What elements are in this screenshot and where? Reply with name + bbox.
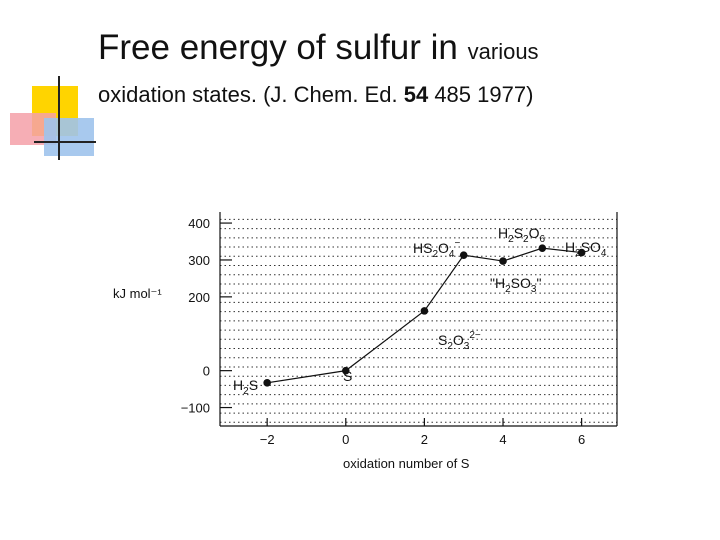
- decorative-horizontal-line: [34, 141, 96, 143]
- chart-frame: [219, 212, 618, 427]
- label-hs2o4: HS2O4−: [413, 238, 460, 260]
- y-tick-label: 300: [188, 253, 210, 268]
- x-tick-label: 4: [499, 432, 506, 447]
- title-small: various: [467, 39, 539, 64]
- label-s: S: [343, 368, 352, 384]
- data-point: [577, 248, 586, 257]
- data-point: [499, 257, 507, 265]
- data-point: [420, 307, 429, 315]
- title-citation-post: 485 1977): [434, 82, 534, 107]
- y-axis-ticks: 400 300 200 0 −100: [181, 216, 232, 416]
- label-h2so3: "H2SO3": [490, 275, 541, 295]
- title-line-2: oxidation states. (J. Chem. Ed. 54 485 1…: [98, 80, 698, 110]
- title-citation-pre: oxidation states. (J. Chem. Ed.: [98, 82, 398, 107]
- data-point: [263, 379, 271, 387]
- y-tick-label: 400: [188, 216, 210, 231]
- label-h2s: H2S: [233, 377, 258, 397]
- annotation-group: H2S S S2O32− HS2O4− "H2SO3" H2S2O6 H2SO4: [233, 225, 607, 397]
- y-tick-label: −100: [181, 401, 210, 416]
- data-point: [538, 244, 547, 252]
- title-citation-volume: 54: [403, 82, 429, 107]
- x-tick-label: 2: [421, 432, 428, 447]
- label-h2s2o6: H2S2O6: [498, 225, 545, 245]
- x-tick-label: −2: [260, 432, 275, 447]
- y-tick-label: 200: [188, 290, 210, 305]
- data-point: [341, 366, 350, 375]
- title-main: Free energy of sulfur in: [98, 28, 458, 67]
- series-group: [263, 244, 586, 387]
- x-tick-label: 0: [342, 432, 349, 447]
- x-axis-ticks: −2 0 2 4 6: [260, 418, 585, 447]
- decorative-blue-square: [44, 118, 94, 156]
- x-axis-label: oxidation number of S: [343, 456, 470, 471]
- x-tick-label: 6: [578, 432, 585, 447]
- free-energy-chart: 400 300 200 0 −100 −2 0 2 4 6 H2S S S2O32− HS2O4…: [113, 212, 618, 471]
- chart-grid: [220, 218, 617, 423]
- y-tick-label: 0: [203, 364, 210, 379]
- slide-title: Free energy of sulfur in various oxidati…: [98, 20, 698, 110]
- decorative-vertical-line: [58, 76, 60, 160]
- data-point: [459, 251, 468, 259]
- series-line: [267, 247, 582, 384]
- y-axis-label: kJ mol⁻¹: [113, 286, 162, 301]
